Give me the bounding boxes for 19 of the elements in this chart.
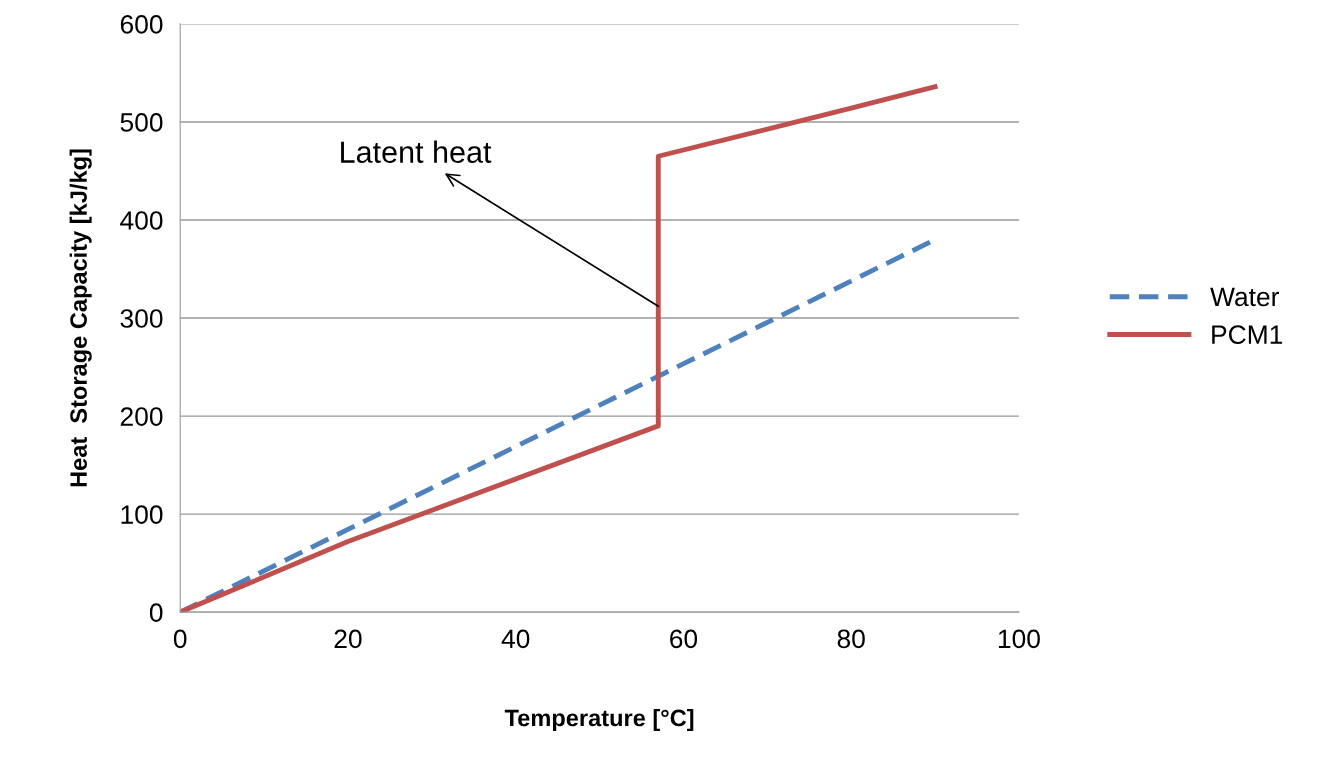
y-tick-label: 200: [120, 407, 163, 426]
x-tick-label: 20: [334, 629, 362, 649]
y-tick-label: 500: [120, 113, 163, 132]
legend-label: PCM1: [1212, 325, 1283, 345]
y-tick-label: 100: [121, 505, 163, 524]
x-axis-title: Temperature [°C]: [504, 709, 694, 732]
y-tick-label: 600: [120, 15, 163, 34]
y-tick-label: 0: [149, 603, 163, 622]
x-tick-label: 60: [670, 629, 698, 649]
line-series: [180, 84, 938, 613]
x-tick-label: 0: [173, 629, 187, 649]
y-tick-label: 400: [120, 211, 163, 230]
legend-label: Water: [1210, 287, 1279, 307]
annotation: Latent heat: [341, 140, 492, 163]
y-tick-label: 300: [120, 309, 163, 328]
x-tick-label: 40: [501, 629, 530, 649]
x-tick-label: 100: [998, 629, 1040, 649]
y-axis-title: Heat Storage Capacity [kJ/kg]: [69, 149, 92, 487]
x-tick-label: 80: [837, 629, 865, 649]
